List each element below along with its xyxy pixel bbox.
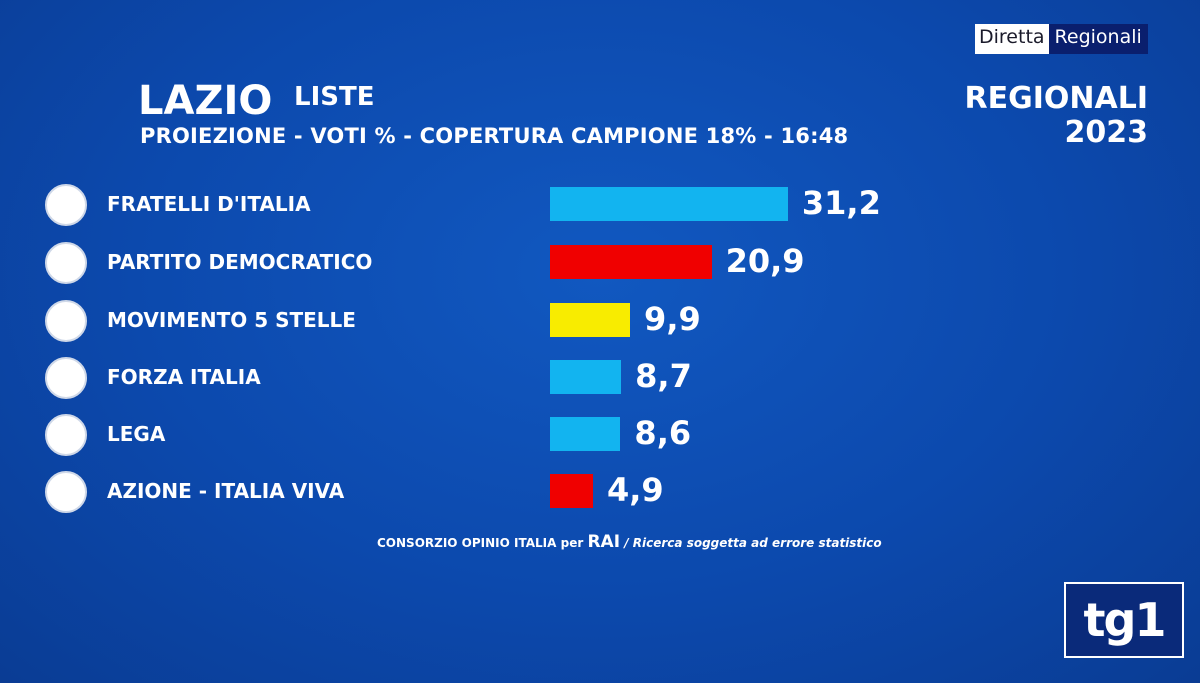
party-logo-icon [45,357,87,399]
bar [550,303,631,337]
party-logo-icon [45,414,87,456]
diretta-regionali-badge: Diretta Regionali [975,24,1148,54]
type-label: LISTE [294,82,375,112]
party-logo-icon [45,471,87,513]
data-label: 20,9 [725,242,805,280]
data-label: 31,2 [801,184,881,222]
category-label: PARTITO DEMOCRATICO [107,250,373,274]
source-brand: RAI [587,532,621,552]
data-label: 4,9 [607,471,664,509]
bar-row: LEGA 8,6 [0,414,1200,456]
bar-row: PARTITO DEMOCRATICO 20,9 [0,242,1200,284]
region-title: LAZIO [138,78,273,124]
category-label: MOVIMENTO 5 STELLE [107,308,356,332]
category-label: LEGA [107,422,166,446]
bar [550,187,788,221]
source-disclaimer: / Ricerca soggetta ad errore statistico [624,536,882,550]
event-line2: 2023 [1064,115,1149,150]
bar-row: AZIONE - ITALIA VIVA 4,9 [0,471,1200,513]
bar-row: FORZA ITALIA 8,7 [0,357,1200,399]
party-logo-icon [45,242,87,284]
category-label: AZIONE - ITALIA VIVA [107,479,345,503]
subtitle: PROIEZIONE - VOTI % - COPERTURA CAMPIONE… [140,124,849,148]
category-label: FORZA ITALIA [107,365,261,389]
bar [550,245,712,279]
data-label: 9,9 [644,300,701,338]
bar-row: FRATELLI D'ITALIA 31,2 [0,184,1200,226]
party-logo-icon [45,184,87,226]
badge-left: Diretta [975,24,1049,54]
bar-row: MOVIMENTO 5 STELLE 9,9 [0,300,1200,342]
source-note: CONSORZIO OPINIO ITALIA per RAI / Ricerc… [377,532,882,552]
bar [550,474,593,508]
bar [550,417,621,451]
data-label: 8,6 [634,414,692,452]
bar [550,360,622,394]
data-label: 8,7 [635,357,692,395]
category-label: FRATELLI D'ITALIA [107,192,311,216]
party-logo-icon [45,300,87,342]
tg1-logo: tg1 [1064,582,1184,658]
badge-right: Regionali [1048,24,1148,54]
source-prefix: CONSORZIO OPINIO ITALIA per [377,536,584,550]
event-line1: REGIONALI [964,81,1149,116]
event-title: REGIONALI 2023 [965,82,1149,150]
